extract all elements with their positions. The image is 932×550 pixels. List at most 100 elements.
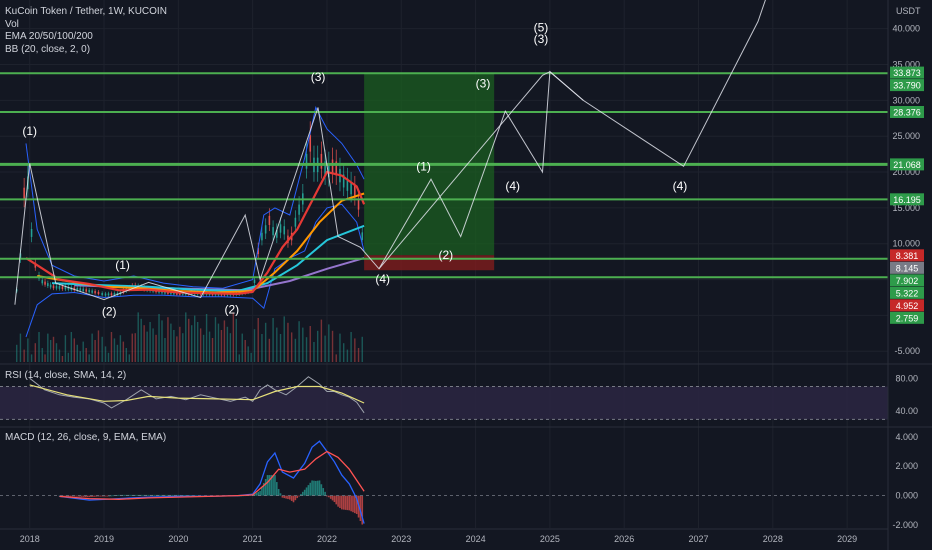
legend-ema[interactable]: EMA 20/50/100/200 [5,31,93,42]
bb-lower-line [25,203,365,338]
macd-histogram-bar [116,495,118,496]
macd-histogram-bar [134,494,137,496]
volume-bar [79,351,81,362]
price-tick-label: 40.000 [892,24,920,34]
macd-histogram-bar [184,495,187,496]
volume-bar [214,317,217,362]
macd-histogram-bar [292,495,295,503]
macd-histogram-bar [329,495,332,499]
macd-histogram-bar [261,486,263,496]
candle [350,182,352,195]
macd-histogram-bar [322,488,325,496]
macd-pane [0,440,888,525]
macd-histogram-bar [95,495,98,497]
volume-bar [298,321,300,362]
price-badge-label: 33.790 [893,81,921,91]
macd-histogram-bar [311,480,313,496]
candle [164,291,166,294]
volume-bar [188,318,190,362]
volume-bar [91,333,93,362]
macd-histogram-bar [324,491,326,496]
candle [176,292,178,295]
macd-histogram-bar [315,480,317,496]
macd-histogram-bar [259,490,261,496]
horizontal-levels[interactable] [0,72,888,279]
candle [354,185,356,198]
price-badge [890,79,924,92]
macd-tick-label: 0.000 [895,491,918,501]
macd-histogram-bar [316,480,319,496]
symbol-title[interactable]: KuCoin Token / Tether, 1W, KUCOIN [5,6,167,17]
price-badge-label: 33.873 [893,68,921,78]
time-tick-label: 2029 [837,534,857,544]
macd-histogram-bar [79,495,81,497]
volume-bar [176,336,178,362]
macd-histogram-bar [257,491,260,496]
time-axis[interactable]: 2018 2019 2020 2021 2022 2023 2024 2025 2026 2027… [0,528,888,544]
macd-histogram-bar [339,495,341,509]
rsi-tick-label: 80.00 [895,373,918,383]
wave-label: (1) [22,124,37,138]
candle [101,293,103,296]
volume-bar [149,322,151,362]
volume-bar [155,334,157,362]
candle [324,161,326,176]
price-badge [890,261,924,274]
candle [61,286,64,290]
volume-bar [44,354,46,362]
macd-histogram-bar [188,495,191,496]
price-tick-label: 10.000 [892,239,920,249]
wave-label: (4) [375,272,390,286]
macd-histogram-bar [82,495,85,497]
macd-histogram-bar [274,475,276,496]
volume-bar [287,322,289,362]
time-tick-label: 2028 [763,534,783,544]
price-badge [890,105,924,118]
wave-label: (5) [534,21,549,35]
volume-bar [104,346,107,362]
macd-histogram-bar [158,494,161,496]
macd-histogram-bar [276,482,278,496]
macd-histogram-bar [129,494,131,496]
macd-histogram-bar [64,495,66,497]
macd-histogram-bar [194,495,196,497]
volume-bar [152,328,154,362]
price-axis[interactable]: -5.0000.0005.00010.00015.00020.00025.000… [887,0,924,550]
volume-bar [313,342,315,362]
macd-histogram-bar [285,495,287,499]
macd-histogram-bar [142,494,144,496]
time-tick-label: 2023 [391,534,411,544]
macd-histogram-bar [190,495,193,497]
macd-histogram-bar [123,494,126,496]
volume-bar [244,340,246,362]
volume-bar [193,315,196,362]
legend-bb[interactable]: BB (20, close, 2, 0) [5,43,91,55]
macd-legend[interactable]: MACD (12, 26, close, 9, EMA, EMA) [5,432,167,443]
volume-bar [131,333,133,362]
macd-histogram-bar [255,492,258,496]
volume-bar [143,325,145,362]
volume-bar [335,354,337,362]
legend-vol[interactable]: Vol [5,18,19,30]
candle [294,217,297,227]
volume-bar [283,316,285,362]
volume-bar [158,314,160,362]
candle [257,247,260,254]
volume-bar [241,333,243,362]
candle [283,226,286,235]
price-tick-label: 35.000 [892,60,920,70]
macd-histogram-bar [75,495,77,497]
volume-bar [113,338,116,362]
candle [94,291,96,294]
macd-histogram-bar [110,495,113,497]
wave-path-alt [378,71,584,270]
wave-projection[interactable] [14,0,773,305]
volume-bar [302,327,304,362]
macd-histogram-bar [290,495,293,501]
macd-histogram-bar [352,495,354,513]
volume-bar [199,328,202,362]
volume-bar [88,354,90,362]
rsi-legend[interactable]: RSI (14, close, SMA, 14, 2) [5,370,127,381]
candle [85,289,87,292]
